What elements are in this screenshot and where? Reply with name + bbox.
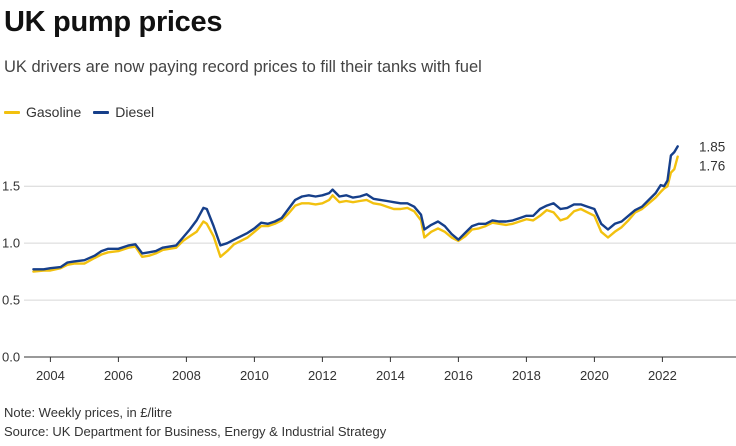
x-tick-label: 2012 bbox=[308, 368, 337, 383]
chart-title: UK pump prices bbox=[4, 6, 223, 38]
legend-swatch-gasoline bbox=[4, 110, 20, 114]
x-tick-label: 2014 bbox=[376, 368, 405, 383]
y-axis: 0.0 0.5 1.0 1.5 bbox=[2, 179, 20, 365]
end-labels: 1.85 1.76 bbox=[699, 139, 725, 173]
legend: Gasoline Diesel bbox=[4, 104, 166, 120]
legend-label-gasoline: Gasoline bbox=[26, 104, 82, 120]
x-tick-label: 2020 bbox=[580, 368, 609, 383]
y-tick-label: 0.5 bbox=[2, 293, 20, 308]
series-lines bbox=[32, 145, 679, 273]
x-tick-label: 2004 bbox=[36, 368, 65, 383]
chart-source: Source: UK Department for Business, Ener… bbox=[4, 424, 387, 439]
series-line-gasoline bbox=[32, 155, 679, 273]
y-tick-label: 1.0 bbox=[2, 236, 20, 251]
x-tick-label: 2010 bbox=[240, 368, 269, 383]
x-tick-label: 2008 bbox=[172, 368, 201, 383]
x-tick-label: 2018 bbox=[512, 368, 541, 383]
legend-label-diesel: Diesel bbox=[115, 104, 155, 120]
end-label-diesel: 1.85 bbox=[699, 139, 725, 154]
x-tick-label: 2006 bbox=[104, 368, 133, 383]
x-tick-label: 2016 bbox=[444, 368, 473, 383]
legend-item-gasoline: Gasoline bbox=[4, 104, 81, 120]
x-axis: 2004 2006 2008 2010 2012 2014 2016 2018 2020 2022 bbox=[24, 356, 736, 383]
x-tick-label: 2022 bbox=[648, 368, 677, 383]
chart-note: Note: Weekly prices, in £/litre bbox=[4, 405, 173, 420]
series-line-diesel bbox=[32, 145, 679, 271]
y-tick-label: 0.0 bbox=[2, 350, 20, 365]
grid bbox=[24, 185, 736, 301]
y-tick-label: 1.5 bbox=[2, 179, 20, 194]
legend-item-diesel: Diesel bbox=[93, 104, 154, 120]
end-label-gasoline: 1.76 bbox=[699, 159, 725, 174]
legend-swatch-diesel bbox=[93, 110, 110, 114]
chart-subtitle: UK drivers are now paying record prices … bbox=[4, 58, 482, 76]
